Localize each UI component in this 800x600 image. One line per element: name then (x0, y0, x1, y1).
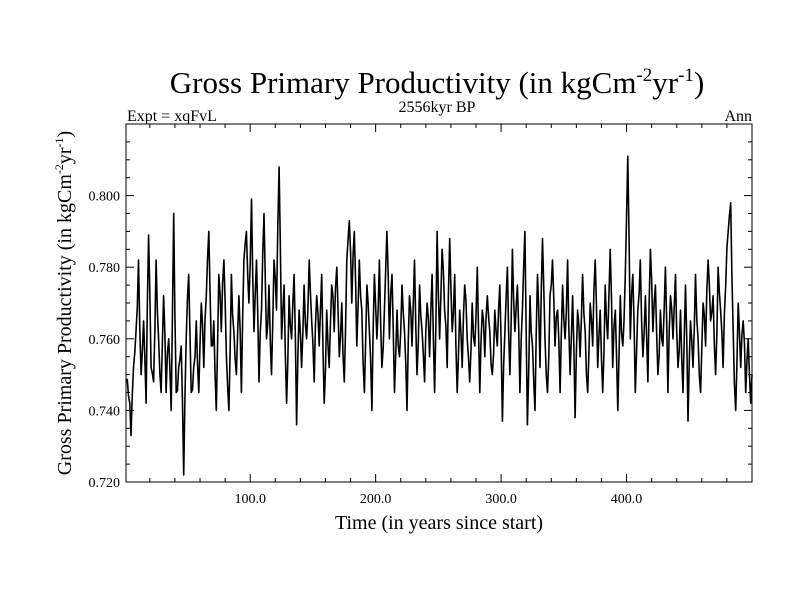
y-tick-label: 0.740 (89, 404, 121, 419)
chart-title: Gross Primary Productivity (in kgCm-2yr-… (170, 65, 705, 100)
x-tick-label: 200.0 (360, 492, 392, 507)
season-label: Ann (724, 108, 752, 125)
x-tick-label: 400.0 (611, 492, 643, 507)
gpp-series-line (125, 155, 753, 476)
y-tick-label: 0.780 (89, 261, 121, 276)
x-tick-label: 100.0 (234, 492, 266, 507)
y-tick-label: 0.760 (89, 333, 121, 348)
experiment-label: Expt = xqFvL (127, 108, 217, 125)
x-axis-label: Time (in years since start) (335, 512, 543, 534)
period-label: 2556kyr BP (399, 99, 476, 116)
x-tick-label: 300.0 (485, 492, 517, 507)
y-axis-label: Gross Primary Productivity (in kgCm-2yr-… (52, 131, 76, 475)
axis-ticks: 0.720 0.740 0.760 0.780 0.800 100.0 200.0 300.0… (89, 124, 752, 507)
y-tick-label: 0.800 (89, 190, 121, 205)
y-tick-label: 0.720 (89, 476, 121, 491)
